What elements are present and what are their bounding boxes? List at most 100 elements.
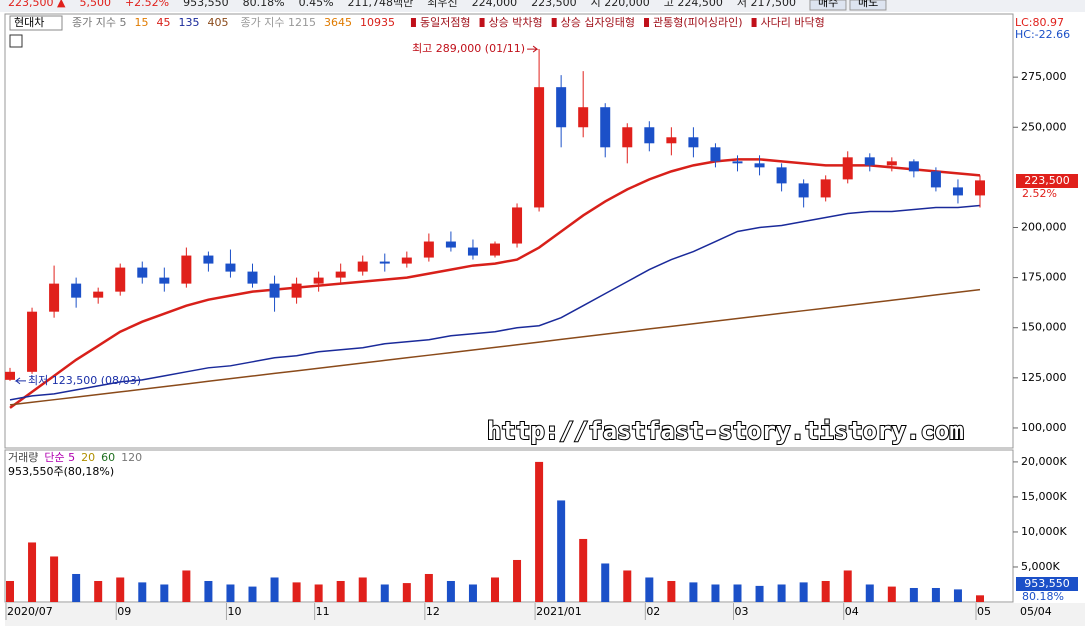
volume-bar	[557, 500, 566, 602]
volume-bar	[116, 577, 125, 602]
pattern-item: 관통형(피어싱라인)	[653, 16, 743, 29]
order-button[interactable]	[849, 0, 887, 11]
x-tick-label: 2021/01	[536, 605, 582, 618]
y-tick-label: 150,000	[1021, 321, 1067, 334]
quote-item: 0.45%	[299, 0, 334, 9]
volume-bar	[535, 461, 544, 602]
quote-item: 953,550	[183, 0, 229, 9]
stock-name: 현대차	[14, 16, 44, 29]
legend-item: 종가 지수 1215	[240, 16, 315, 29]
volume-bar	[755, 585, 764, 602]
volume-bar	[160, 584, 169, 602]
candle-body	[622, 127, 633, 148]
candle-body	[5, 371, 15, 380]
candle-body	[379, 261, 390, 264]
candle-body	[512, 207, 523, 244]
x-axis-bar	[5, 603, 1085, 626]
volume-bar	[28, 542, 37, 602]
candle-body	[49, 283, 60, 312]
volume-bar	[931, 587, 940, 602]
volume-bar	[358, 577, 367, 602]
watermark: http://fastfast-story.tistory.com	[487, 417, 964, 445]
volume-bar	[887, 586, 896, 602]
annotation: 최고 289,000 (01/11)	[412, 42, 525, 55]
candle-body	[269, 283, 280, 298]
volume-bar	[204, 580, 213, 602]
candle-body	[181, 255, 192, 284]
candle-body	[600, 107, 611, 148]
pattern-icon	[551, 18, 557, 27]
candle-body	[776, 167, 787, 184]
candle-body	[842, 157, 853, 180]
y-tick-label: 250,000	[1021, 120, 1067, 133]
volume-legend: 120	[121, 451, 142, 464]
x-tick-label: 12	[426, 605, 440, 618]
x-tick-label: 10	[227, 605, 241, 618]
pattern-icon	[410, 18, 416, 27]
volume-bar	[953, 589, 962, 602]
candle-body	[908, 161, 919, 172]
volume-bar	[909, 587, 918, 602]
y-tick-label: 175,000	[1021, 271, 1067, 284]
price-panel	[4, 13, 1014, 449]
candle-body	[975, 180, 985, 196]
volume-panel	[4, 449, 1014, 603]
pattern-item: 상승 박차형	[489, 16, 543, 29]
annotation: 최저 123,500 (08/03)	[28, 374, 141, 387]
candle-body	[644, 127, 655, 144]
y-tick-label: 5,000K	[1021, 560, 1060, 573]
x-tick-label: 11	[316, 605, 330, 618]
x-tick-label: 09	[117, 605, 131, 618]
candle-body	[886, 161, 897, 166]
volume-bar	[402, 583, 411, 602]
pattern-item: 동일저점형	[420, 15, 471, 29]
candle-body	[534, 87, 545, 208]
candle-body	[732, 161, 743, 164]
volume-bar	[865, 584, 874, 602]
legend-item: 15	[134, 16, 148, 29]
volume-bar	[50, 556, 59, 602]
ma-line	[9, 288, 981, 406]
y-tick-label: 15,000K	[1021, 490, 1067, 503]
y-tick-label: 100,000	[1021, 421, 1067, 434]
order-button[interactable]	[809, 0, 847, 11]
volume-bar	[380, 584, 389, 602]
volume-bar	[513, 559, 522, 602]
candle-body	[335, 271, 346, 278]
candle-body	[247, 271, 258, 284]
x-tick-label: 2020/07	[7, 605, 53, 618]
y-tick-label: 275,000	[1021, 70, 1067, 83]
volume-bar	[468, 584, 477, 602]
volume-bar	[94, 580, 103, 602]
candle-body	[423, 241, 434, 258]
candle-body	[864, 157, 875, 166]
volume-tag-bg	[1016, 577, 1078, 591]
legend-item: 135	[178, 16, 199, 29]
volume-legend: 60	[101, 451, 115, 464]
stock-box	[9, 15, 63, 31]
volume-bar	[601, 563, 610, 602]
price-tag-bg	[1016, 174, 1078, 188]
pattern-item: 상승 십자잉태형	[561, 16, 635, 29]
candle-body	[754, 163, 765, 168]
pattern-icon	[751, 18, 757, 27]
candle-body	[578, 107, 589, 128]
candle-body	[93, 291, 104, 298]
quote-item: +2.52%	[125, 0, 169, 9]
candle-body	[27, 311, 38, 372]
lc: LC:80.97	[1015, 16, 1064, 29]
volume-bar	[623, 570, 632, 602]
volume-bar	[314, 584, 323, 602]
candle-body	[71, 283, 82, 298]
volume-bar	[645, 577, 654, 602]
volume-bar	[799, 582, 808, 602]
candle-body	[137, 267, 148, 278]
pattern-icon	[644, 18, 650, 27]
grid-icon[interactable]	[9, 34, 23, 48]
candle-body	[357, 261, 368, 272]
volume-tag: 953,550	[1024, 577, 1070, 590]
volume-bar	[182, 570, 191, 602]
price-change: 2.52%	[1022, 187, 1057, 200]
candle-body	[952, 187, 963, 196]
